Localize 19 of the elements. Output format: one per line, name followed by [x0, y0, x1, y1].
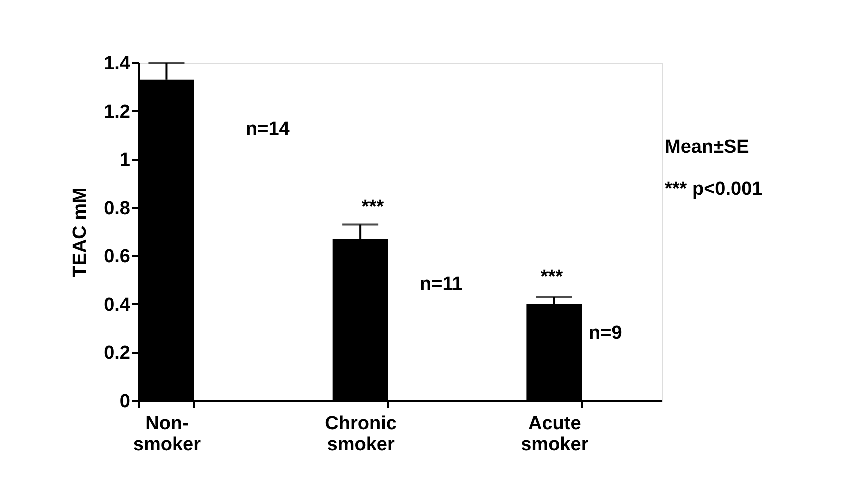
y-tick-label: 0.4 — [104, 294, 131, 316]
y-tick-label: 1.4 — [104, 54, 131, 74]
annotation: n=9 — [589, 323, 622, 344]
y-tick-label: 1 — [120, 150, 131, 172]
y-axis-title: TEAC mM — [70, 188, 92, 278]
x-tick-label: Non-smoker — [133, 414, 202, 456]
annotation: n=11 — [420, 274, 464, 295]
y-tick-label: 0.2 — [104, 343, 130, 364]
x-tick-label: Acute smoker — [521, 414, 590, 456]
text: Mean±SE — [665, 137, 750, 158]
annotation: *** — [540, 267, 564, 288]
x-tick-label: Chronic smoker — [325, 414, 398, 456]
text: *** p<0.001 — [665, 179, 764, 200]
y-tick-label: 1.2 — [104, 102, 130, 123]
y-tick-label: 0 — [120, 392, 130, 412]
y-tick-label: 0.6 — [104, 246, 130, 268]
y-tick-label: 0.8 — [104, 198, 130, 220]
annotation: *** — [362, 197, 385, 218]
annotation: n=14 — [246, 119, 290, 140]
